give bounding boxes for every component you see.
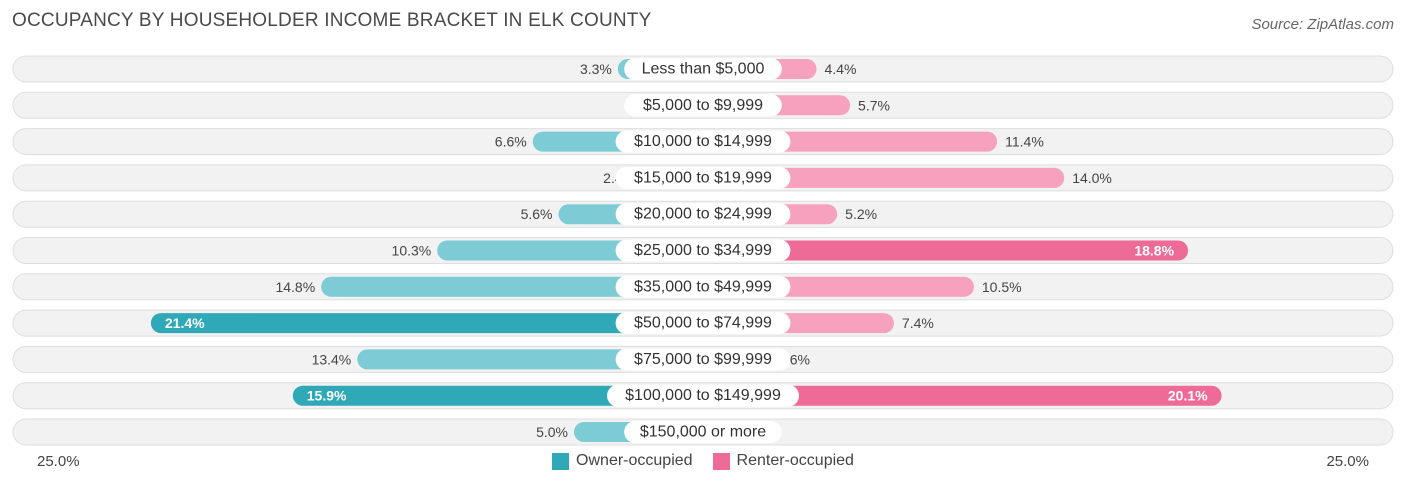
category-label: Less than $5,000 — [642, 61, 765, 78]
category-label: $25,000 to $34,999 — [634, 242, 772, 259]
category-label: $100,000 to $149,999 — [625, 387, 781, 404]
category-pill — [607, 384, 799, 407]
category-pill — [615, 239, 791, 262]
category-label: $15,000 to $19,999 — [634, 169, 772, 186]
category-label: $50,000 to $74,999 — [634, 315, 772, 332]
category-pill — [615, 348, 791, 371]
legend-swatch-renter — [712, 452, 730, 470]
renter-value-label: 7.4% — [902, 315, 934, 331]
owner-bar — [357, 349, 703, 370]
category-label: $35,000 to $49,999 — [634, 278, 772, 295]
owner-value-label: 21.4% — [165, 315, 205, 331]
category-label: $20,000 to $24,999 — [634, 206, 772, 223]
owner-value-label: 15.9% — [307, 388, 347, 404]
category-pill — [624, 58, 782, 80]
chart-title: OCCUPANCY BY HOUSEHOLDER INCOME BRACKET … — [12, 10, 652, 31]
renter-bar — [703, 385, 1222, 406]
category-pill — [615, 130, 791, 153]
renter-value-label: 4.4% — [825, 61, 857, 77]
owner-value-label: 13.4% — [312, 351, 352, 367]
category-pill — [624, 94, 782, 117]
category-pill — [615, 166, 791, 189]
owner-value-label: 3.3% — [580, 61, 612, 77]
source-label: Source: ZipAtlas.com — [1251, 16, 1394, 33]
legend-item-owner: Owner-occupied — [552, 452, 693, 470]
category-label: $5,000 to $9,999 — [643, 97, 763, 114]
renter-value-label: 18.8% — [1134, 243, 1174, 259]
renter-value-label: 10.5% — [982, 279, 1022, 295]
legend-label-owner: Owner-occupied — [576, 452, 693, 469]
category-pill — [615, 312, 791, 335]
category-pill — [615, 203, 791, 226]
renter-value-label: 14.0% — [1072, 170, 1112, 186]
axis-left-label: 25.0% — [37, 453, 80, 470]
category-pill — [624, 421, 782, 443]
renter-value-label: 20.1% — [1168, 388, 1208, 404]
renter-value-label: 5.2% — [845, 206, 877, 222]
owner-value-label: 5.0% — [536, 424, 568, 440]
renter-value-label: 11.4% — [1005, 134, 1044, 150]
category-label: $10,000 to $14,999 — [634, 133, 772, 150]
owner-bar — [292, 385, 703, 406]
category-label: $150,000 or more — [640, 424, 766, 441]
owner-value-label: 10.3% — [392, 243, 432, 259]
owner-value-label: 6.6% — [495, 134, 527, 150]
category-pill — [615, 275, 791, 298]
renter-bar — [703, 240, 1189, 261]
owner-bar — [321, 276, 703, 297]
category-label: $75,000 to $99,999 — [634, 351, 772, 368]
legend-label-renter: Renter-occupied — [736, 452, 854, 469]
legend-item-renter: Renter-occupied — [712, 452, 854, 470]
owner-value-label: 14.8% — [275, 279, 315, 295]
axis-right-label: 25.0% — [1326, 453, 1369, 470]
owner-bar — [150, 313, 703, 334]
renter-bar — [703, 167, 1065, 188]
legend-swatch-owner — [552, 452, 570, 470]
legend: Owner-occupied Renter-occupied — [0, 452, 1406, 470]
renter-value-label: 5.7% — [858, 97, 890, 113]
owner-value-label: 5.6% — [521, 206, 553, 222]
